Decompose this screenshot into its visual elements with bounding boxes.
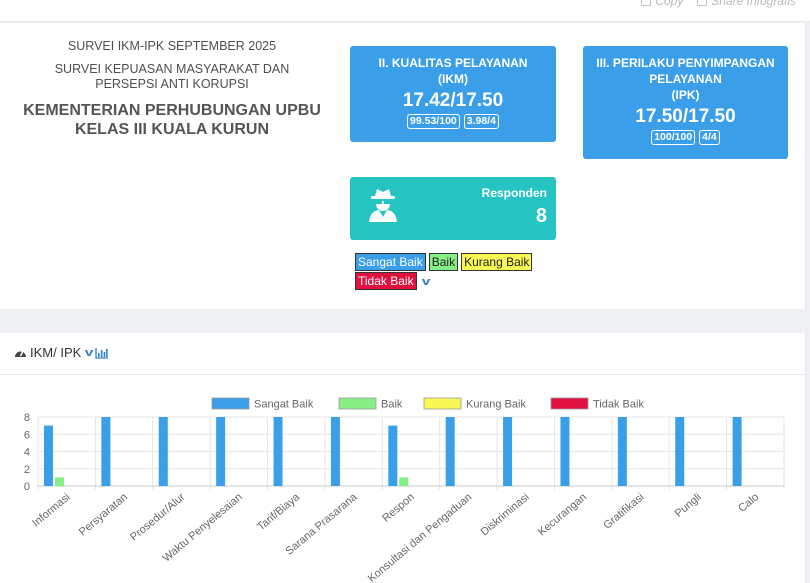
chart-legend-swatch bbox=[338, 397, 377, 410]
bar-sangat-baik bbox=[216, 417, 226, 486]
y-tick-label: 6 bbox=[24, 429, 30, 441]
ikm-card-value: 17.42/17.50 bbox=[402, 90, 504, 111]
responden-card: Responden 8 bbox=[350, 177, 556, 240]
ikm-index-badge: 3.98/4 bbox=[463, 114, 499, 129]
bar-sangat-baik bbox=[732, 417, 742, 486]
copy-link[interactable]: Copy bbox=[641, 0, 683, 8]
panel-header: IKM/ IPK v bbox=[0, 333, 806, 375]
share-label: Share Infografis bbox=[711, 0, 796, 8]
x-tick-label: Gratifikasi bbox=[601, 491, 646, 532]
x-tick-label: Calo bbox=[736, 491, 761, 515]
x-tick-label: Diskriminasi bbox=[479, 491, 532, 538]
ikm-card: II. KUALITAS PELAYANAN (IKM) 17.42/17.50… bbox=[350, 46, 556, 142]
rating-legend: Sangat Baik Baik Kurang Baik Tidak Baik v bbox=[355, 253, 570, 291]
legend-kurang-baik[interactable]: Kurang Baik bbox=[461, 253, 533, 271]
ikm-card-sub: (IKM) bbox=[438, 72, 468, 86]
top-bar: Copy Share Infografis bbox=[0, 0, 810, 22]
responden-count: 8 bbox=[535, 205, 547, 227]
dashboard-icon bbox=[15, 350, 26, 357]
bar-sangat-baik bbox=[445, 417, 455, 486]
x-tick-label: Pungli bbox=[673, 491, 704, 520]
ikm-card-title: II. KUALITAS PELAYANAN bbox=[378, 56, 528, 70]
bar-sangat-baik bbox=[330, 417, 340, 486]
chevron-down-icon[interactable]: v bbox=[421, 276, 430, 288]
ikm-ipk-chart: Sangat Baik Baik Kurang Baik Tidak Baik 0 2 4 6… bbox=[24, 397, 785, 583]
bar-sangat-baik bbox=[101, 417, 111, 486]
share-icon bbox=[697, 0, 708, 6]
legend-tidak-baik[interactable]: Tidak Baik bbox=[355, 272, 417, 290]
legend-sangat-baik[interactable]: Sangat Baik bbox=[355, 253, 426, 271]
x-tick-label: Konsultasi dan Pengaduan bbox=[366, 491, 474, 583]
bar-baik bbox=[399, 477, 409, 486]
x-tick-label: Tarif/Biaya bbox=[255, 491, 303, 534]
ipk-card-title: III. PERILAKU PENYIMPANGAN PELAYANAN bbox=[596, 56, 775, 86]
bar-sangat-baik bbox=[503, 417, 513, 486]
summary-panel: SURVEI IKM-IPK SEPTEMBER 2025 SURVEI KEP… bbox=[0, 23, 806, 309]
x-tick-label: Kecurangan bbox=[536, 491, 589, 538]
share-infografis-link[interactable]: Share Infografis bbox=[697, 0, 796, 8]
y-tick-label: 0 bbox=[24, 481, 30, 493]
ipk-score-badge: 100/100 bbox=[651, 130, 696, 145]
chart-legend-label: Tidak Baik bbox=[593, 399, 644, 411]
ipk-card: III. PERILAKU PENYIMPANGAN PELAYANAN (IP… bbox=[583, 46, 788, 159]
survey-subtitle: SURVEI KEPUASAN MASYARAKAT DAN PERSEPSI … bbox=[54, 62, 290, 91]
bar-sangat-baik bbox=[273, 417, 283, 486]
user-secret-icon bbox=[369, 189, 397, 222]
survey-info: SURVEI IKM-IPK SEPTEMBER 2025 SURVEI KEP… bbox=[22, 39, 322, 139]
bar-sangat-baik bbox=[44, 425, 53, 486]
bar-sangat-baik bbox=[158, 417, 168, 486]
ikm-ipk-panel: IKM/ IPK v Sangat Baik Baik Kurang Baik Tid… bbox=[0, 333, 806, 583]
survey-title: SURVEI IKM-IPK SEPTEMBER 2025 bbox=[67, 39, 277, 53]
bar-sangat-baik bbox=[388, 425, 398, 486]
ikm-score-badge: 99.53/100 bbox=[407, 114, 460, 129]
y-tick-label: 4 bbox=[24, 447, 30, 459]
x-tick-label: Prosedur/Alur bbox=[128, 491, 187, 544]
ipk-index-badge: 4/4 bbox=[699, 130, 720, 145]
x-tick-label: Persyaratan bbox=[77, 491, 130, 538]
chart-legend-label: Baik bbox=[381, 399, 403, 411]
ipk-card-value: 17.50/17.50 bbox=[635, 106, 736, 127]
x-tick-label: Respon bbox=[380, 491, 417, 525]
bar-sangat-baik bbox=[560, 417, 570, 486]
panel-chevron-down-icon[interactable]: v bbox=[85, 346, 94, 359]
bar-baik bbox=[55, 477, 64, 486]
legend-baik[interactable]: Baik bbox=[428, 253, 459, 271]
responden-label: Responden bbox=[481, 186, 547, 200]
share-links: Copy Share Infografis bbox=[641, 0, 796, 8]
x-tick-label: Informasi bbox=[30, 491, 72, 529]
panel-title: IKM/ IPK bbox=[30, 345, 82, 360]
chart-legend-swatch bbox=[423, 397, 462, 410]
organization-name: KEMENTERIAN PERHUBUNGAN UPBU KELAS III K… bbox=[23, 102, 321, 138]
y-tick-label: 8 bbox=[24, 412, 30, 424]
bar-chart-icon[interactable] bbox=[95, 347, 109, 359]
bar-sangat-baik bbox=[675, 417, 685, 486]
copy-icon bbox=[641, 0, 652, 6]
chart-legend-swatch bbox=[211, 397, 250, 410]
y-tick-label: 2 bbox=[24, 464, 30, 476]
chart-legend-label: Sangat Baik bbox=[254, 399, 314, 411]
copy-label: Copy bbox=[655, 0, 684, 8]
chart-legend-label: Kurang Baik bbox=[466, 399, 526, 411]
ipk-card-sub: (IPK) bbox=[671, 88, 700, 102]
chart-legend-swatch bbox=[550, 397, 589, 410]
bar-sangat-baik bbox=[617, 417, 627, 486]
